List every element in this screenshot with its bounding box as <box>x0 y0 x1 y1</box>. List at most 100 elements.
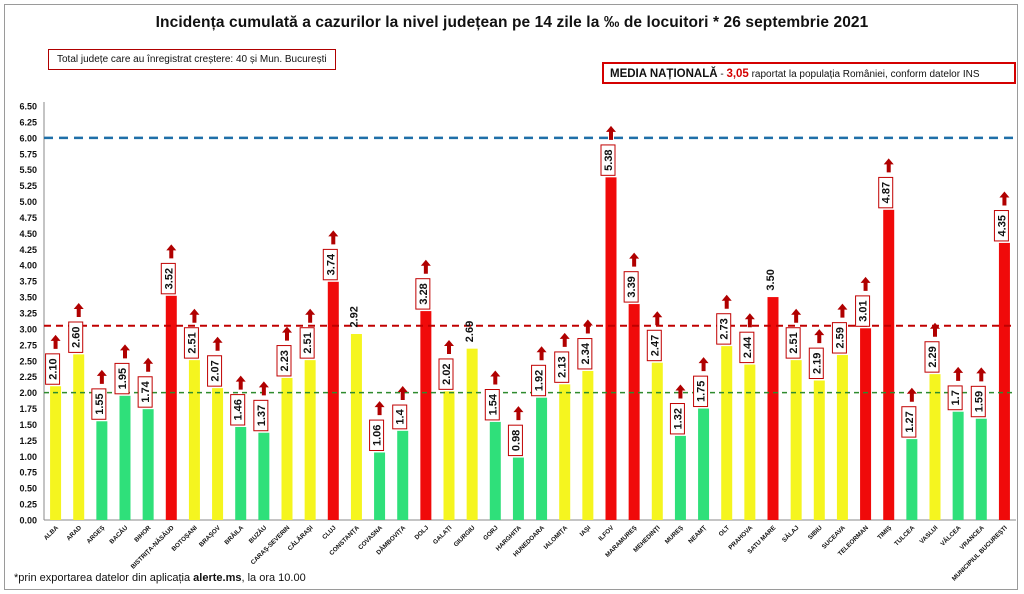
footnote-suffix: , la ora 10.00 <box>241 572 306 584</box>
y-tick-label: 2.00 <box>19 388 37 398</box>
increase-arrow-icon <box>606 125 616 140</box>
x-tick-label: BISTRIȚA-NĂSĂUD <box>128 523 176 571</box>
value-label: 2.23 <box>279 350 291 371</box>
value-label-box <box>137 376 153 408</box>
bar-olt <box>721 346 733 520</box>
increase-arrow-icon <box>883 158 894 173</box>
footnote-source: alerte.ms <box>193 572 242 584</box>
value-label-box <box>507 424 523 457</box>
growth-note-box: Total județe care au înregistrat creșter… <box>48 49 336 70</box>
value-label: 4.35 <box>996 215 1008 236</box>
footnote-prefix: *prin exportarea datelor din aplicația <box>14 572 194 584</box>
value-label-box <box>253 399 269 432</box>
increase-arrow-icon <box>744 313 755 328</box>
bar-cluj <box>327 281 339 520</box>
bar-călărași <box>304 360 316 520</box>
bar-sibiu <box>813 380 825 520</box>
bar-iași <box>582 370 594 520</box>
value-label-box <box>716 313 732 345</box>
increase-arrow-icon <box>166 244 177 259</box>
bar-constanța <box>350 334 362 520</box>
national-average-value: 3,05 <box>726 68 749 80</box>
x-tick-label: BIHOR <box>133 524 153 544</box>
value-label-box <box>91 388 107 420</box>
bar-bacău <box>119 395 131 520</box>
increase-arrow-icon <box>282 326 292 341</box>
y-tick-label: 5.50 <box>19 165 37 175</box>
value-label: 1.46 <box>233 399 245 420</box>
x-tick-label: IALOMIȚA <box>543 524 570 551</box>
x-tick-label: ARGEȘ <box>85 524 106 545</box>
bar-brăila <box>235 427 247 520</box>
y-tick-label: 4.50 <box>19 229 37 239</box>
x-tick-label: SĂLAJ <box>780 523 801 544</box>
increase-arrow-icon <box>420 259 431 274</box>
bar-brașov <box>212 388 224 520</box>
value-label-box <box>484 389 500 421</box>
value-label: 1.27 <box>904 411 916 432</box>
y-tick-label: 0.00 <box>19 516 37 526</box>
value-label: 3.39 <box>626 276 638 297</box>
bar-vrancea <box>975 418 987 520</box>
value-label-box <box>207 355 223 387</box>
bar-argeș <box>96 421 108 520</box>
bar-prahova <box>744 364 756 520</box>
value-label: 3.01 <box>858 300 870 321</box>
bar-bihor <box>142 409 154 520</box>
value-label: 1.32 <box>672 408 684 429</box>
value-label: 0.98 <box>510 430 522 451</box>
bar-dolj <box>420 311 432 520</box>
bar-mehedinți <box>651 362 663 520</box>
value-label: 1.06 <box>372 425 384 446</box>
y-tick-label: 3.00 <box>19 324 37 334</box>
bar-tulcea <box>906 439 918 520</box>
value-label-box <box>970 385 986 418</box>
increase-arrow-icon <box>999 191 1010 206</box>
value-label: 2.19 <box>811 353 823 374</box>
bar-satu-mare <box>767 297 779 520</box>
value-label: 2.47 <box>649 335 661 356</box>
x-tick-label: TIMIȘ <box>876 524 893 541</box>
bar-hunedoara <box>536 397 548 520</box>
increase-arrow-icon <box>258 381 269 396</box>
bar-alba <box>50 386 62 520</box>
y-tick-label: 4.75 <box>19 213 37 223</box>
y-tick-label: 1.75 <box>19 404 37 414</box>
x-tick-label: ILFOV <box>597 524 616 543</box>
bar-vâlcea <box>952 411 964 520</box>
value-label-box <box>739 331 755 364</box>
value-label-box <box>531 364 547 397</box>
y-tick-label: 1.25 <box>19 436 37 446</box>
value-label: 2.51 <box>788 332 800 353</box>
value-label: 2.29 <box>927 346 939 367</box>
x-tick-label: GORJ <box>482 524 500 542</box>
value-label-box <box>669 403 685 435</box>
increase-arrow-icon <box>698 357 709 372</box>
increase-arrow-icon <box>976 367 987 382</box>
value-label-box <box>45 353 61 385</box>
x-tick-label: CARAȘ-SEVERIN <box>250 524 292 566</box>
value-label-box <box>693 375 709 408</box>
x-tick-label: SIBIU <box>807 524 824 541</box>
value-label-box <box>322 248 338 281</box>
bar-caraș-severin <box>281 377 293 520</box>
increase-arrow-icon <box>536 346 547 361</box>
y-tick-label: 1.50 <box>19 420 37 430</box>
bar-covasna <box>374 452 386 520</box>
value-label: 1.95 <box>117 368 129 389</box>
bar-bistrița-năsăud <box>165 295 177 520</box>
increase-arrow-icon <box>235 375 246 390</box>
increase-arrow-icon <box>374 401 385 416</box>
value-label-box <box>878 176 894 209</box>
value-label: 2.51 <box>186 332 198 353</box>
bar-buzău <box>258 432 270 520</box>
value-label-box <box>646 329 662 362</box>
national-average-label: MEDIA NAȚIONALĂ <box>610 68 718 80</box>
bar-timiș <box>883 209 895 520</box>
x-tick-label: OLT <box>718 524 732 538</box>
y-tick-label: 2.50 <box>19 356 37 366</box>
value-label: 5.38 <box>603 149 615 170</box>
y-tick-label: 0.75 <box>19 468 37 478</box>
value-label: 1.37 <box>256 405 268 426</box>
y-tick-label: 3.75 <box>19 277 37 287</box>
